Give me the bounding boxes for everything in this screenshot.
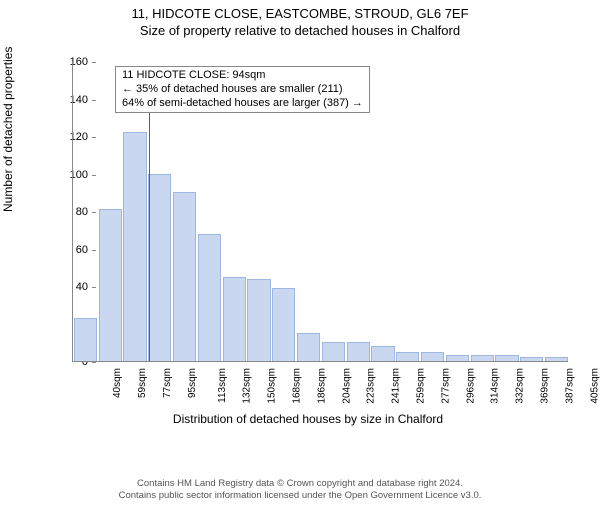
x-tick-label: 314sqm [490,368,501,404]
bar [520,357,543,361]
x-tick-label: 132sqm [242,368,253,404]
annot-line-1: 11 HIDCOTE CLOSE: 94sqm [122,69,363,83]
bar [74,318,97,361]
y-axis-label: Number of detached properties [1,47,15,212]
chart-container: 11, HIDCOTE CLOSE, EASTCOMBE, STROUD, GL… [0,6,600,506]
x-tick-label: 186sqm [316,368,327,404]
bar [495,355,518,361]
annot-line-2: ← 35% of detached houses are smaller (21… [122,83,363,97]
x-tick-label: 95sqm [187,368,198,398]
bar [272,288,295,361]
bar [396,352,419,361]
bar [223,277,246,361]
footer: Contains HM Land Registry data © Crown c… [0,478,600,502]
x-tick-label: 150sqm [267,368,278,404]
x-tick-label: 113sqm [216,368,227,403]
annot-line-3: 64% of semi-detached houses are larger (… [122,97,363,111]
bar [173,192,196,361]
x-tick-label: 332sqm [515,368,526,404]
bar [545,357,568,361]
annotation-box: 11 HIDCOTE CLOSE: 94sqm ← 35% of detache… [115,66,370,113]
x-tick-label: 277sqm [440,368,451,404]
bar [198,234,221,362]
x-tick-label: 296sqm [465,368,476,404]
footer-line-1: Contains HM Land Registry data © Crown c… [0,478,600,490]
marker-line [149,99,150,362]
bar [471,355,494,361]
bar [123,132,146,361]
bar [247,279,270,362]
bar [421,352,444,361]
bar [148,174,171,362]
bar [371,346,394,361]
page-title: 11, HIDCOTE CLOSE, EASTCOMBE, STROUD, GL… [0,6,600,21]
x-tick-label: 405sqm [589,368,600,404]
footer-line-2: Contains public sector information licen… [0,490,600,502]
x-tick-label: 387sqm [564,368,575,404]
x-tick-label: 204sqm [341,368,352,404]
x-tick-label: 223sqm [366,368,377,404]
plot-area: 11 HIDCOTE CLOSE: 94sqm ← 35% of detache… [72,62,568,362]
bar [446,355,469,361]
x-tick-label: 40sqm [112,368,123,398]
x-tick-label: 241sqm [391,368,402,404]
page-subtitle: Size of property relative to detached ho… [0,23,600,38]
bar [347,342,370,361]
bar [297,333,320,361]
bar [99,209,122,361]
y-tick-mark [92,362,96,363]
x-tick-label: 77sqm [162,368,173,398]
chart-wrap: 020406080100120140160 11 HIDCOTE CLOSE: … [48,62,568,412]
x-axis-label: Distribution of detached houses by size … [48,412,568,426]
bar [322,342,345,361]
x-tick-label: 59sqm [137,368,148,398]
x-tick-label: 369sqm [540,368,551,404]
x-tick-label: 168sqm [292,368,303,404]
x-tick-label: 259sqm [416,368,427,404]
